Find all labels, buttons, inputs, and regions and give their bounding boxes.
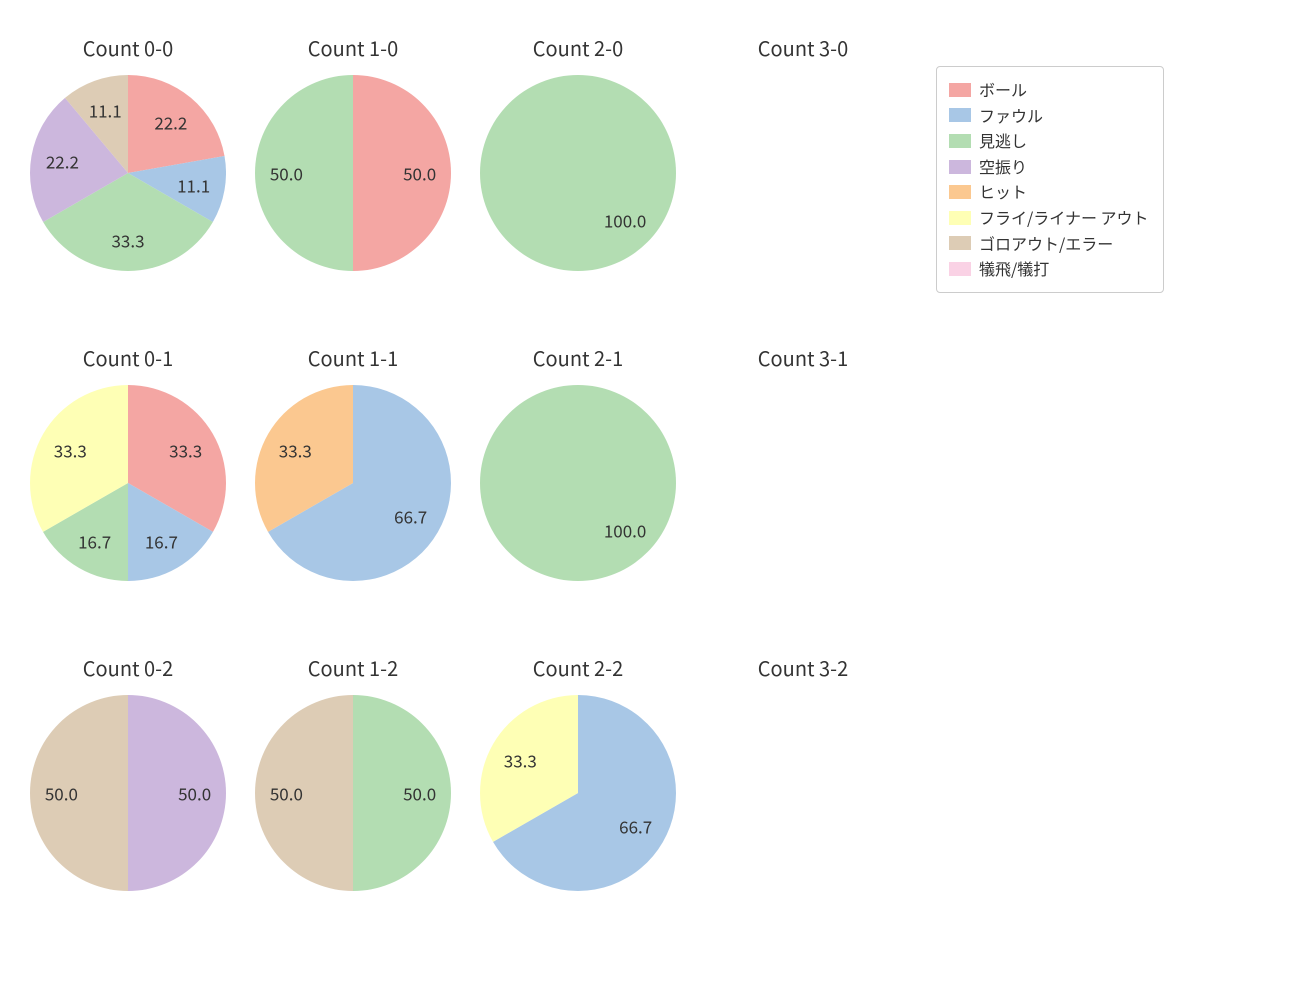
- pie-title-c30: Count 3-0: [705, 33, 901, 62]
- pie-svg: [255, 385, 451, 581]
- legend-item-sac: 犠飛/犠打: [949, 256, 1149, 282]
- pie-c01: 33.316.716.733.3: [30, 385, 226, 581]
- legend-label: 空振り: [979, 154, 1027, 180]
- pie-title-c02: Count 0-2: [30, 653, 226, 682]
- pie-c22: 66.733.3: [480, 695, 676, 891]
- legend-label: ゴロアウト/エラー: [979, 231, 1113, 257]
- legend-item-hit: ヒット: [949, 179, 1149, 205]
- pie-title-c31: Count 3-1: [705, 343, 901, 372]
- pie-title-c32: Count 3-2: [705, 653, 901, 682]
- pie-svg: [255, 75, 451, 271]
- pie-slice-look: [480, 385, 676, 581]
- pie-c20: 100.0: [480, 75, 676, 271]
- pie-c02: 50.050.0: [30, 695, 226, 891]
- legend-swatch: [949, 160, 971, 174]
- pie-svg: [480, 385, 676, 581]
- pie-slice-ground: [255, 695, 353, 891]
- pie-slice-look: [255, 75, 353, 271]
- pie-c00: 22.211.133.322.211.1: [30, 75, 226, 271]
- legend-label: フライ/ライナー アウト: [979, 205, 1149, 231]
- legend-swatch: [949, 134, 971, 148]
- pie-c11: 66.733.3: [255, 385, 451, 581]
- chart-grid: Count 0-0 22.211.133.322.211.1 Count 1-0 50…: [0, 0, 1300, 1000]
- pie-slice-ground: [30, 695, 128, 891]
- pie-svg: [255, 695, 451, 891]
- pie-title-c10: Count 1-0: [255, 33, 451, 62]
- legend-swatch: [949, 262, 971, 276]
- legend-label: ボール: [979, 77, 1027, 103]
- legend-label: 犠飛/犠打: [979, 256, 1049, 282]
- pie-slice-look: [353, 695, 451, 891]
- pie-svg: [480, 75, 676, 271]
- legend: ボールファウル見逃し空振りヒットフライ/ライナー アウトゴロアウト/エラー犠飛/…: [936, 66, 1164, 293]
- pie-title-c12: Count 1-2: [255, 653, 451, 682]
- legend-swatch: [949, 108, 971, 122]
- legend-swatch: [949, 83, 971, 97]
- pie-svg: [30, 75, 226, 271]
- legend-label: ファウル: [979, 103, 1043, 129]
- legend-item-foul: ファウル: [949, 103, 1149, 129]
- pie-title-c01: Count 0-1: [30, 343, 226, 372]
- pie-svg: [480, 695, 676, 891]
- pie-svg: [30, 695, 226, 891]
- pie-c10: 50.050.0: [255, 75, 451, 271]
- pie-slice-ball: [128, 75, 225, 173]
- pie-title-c00: Count 0-0: [30, 33, 226, 62]
- legend-swatch: [949, 211, 971, 225]
- legend-label: 見逃し: [979, 128, 1027, 154]
- legend-label: ヒット: [979, 179, 1027, 205]
- legend-swatch: [949, 236, 971, 250]
- pie-slice-swing: [128, 695, 226, 891]
- pie-c21: 100.0: [480, 385, 676, 581]
- pie-slice-look: [480, 75, 676, 271]
- legend-item-look: 見逃し: [949, 128, 1149, 154]
- legend-item-ball: ボール: [949, 77, 1149, 103]
- pie-c12: 50.050.0: [255, 695, 451, 891]
- pie-title-c20: Count 2-0: [480, 33, 676, 62]
- pie-title-c22: Count 2-2: [480, 653, 676, 682]
- legend-item-ground: ゴロアウト/エラー: [949, 231, 1149, 257]
- legend-item-swing: 空振り: [949, 154, 1149, 180]
- legend-item-flyout: フライ/ライナー アウト: [949, 205, 1149, 231]
- legend-swatch: [949, 185, 971, 199]
- pie-svg: [30, 385, 226, 581]
- pie-title-c11: Count 1-1: [255, 343, 451, 372]
- pie-title-c21: Count 2-1: [480, 343, 676, 372]
- pie-slice-ball: [353, 75, 451, 271]
